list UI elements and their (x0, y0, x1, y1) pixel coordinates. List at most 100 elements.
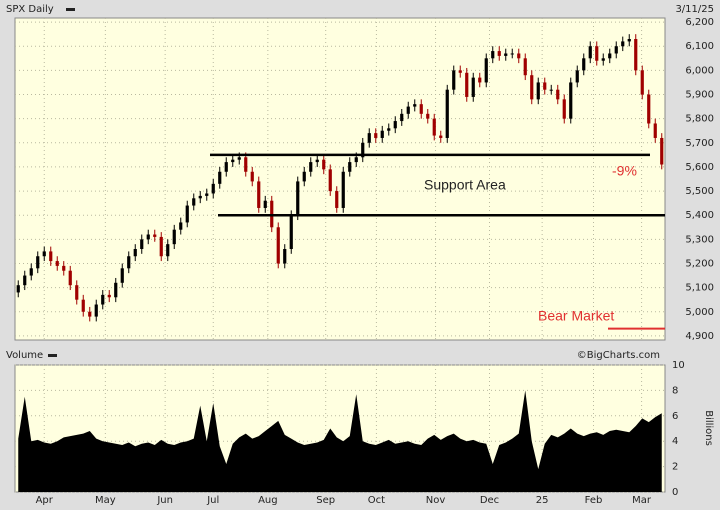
y-tick-label: 5,600 (685, 162, 714, 173)
candle-body (185, 205, 189, 223)
candle-body (283, 249, 287, 264)
candle-body (393, 121, 397, 129)
y-tick-label: 4,900 (685, 331, 714, 342)
y-tick-label: 6,100 (685, 41, 714, 52)
candle-body (608, 53, 612, 59)
candle-body (523, 58, 527, 76)
candle-body (328, 169, 332, 192)
volume-area (18, 390, 662, 492)
candle-body (309, 162, 313, 172)
candle-body (29, 268, 33, 276)
candle-body (406, 106, 410, 114)
candle-body (348, 162, 352, 172)
candle-body (413, 104, 417, 107)
candle-body (653, 123, 657, 138)
volume-axis-label: Billions (703, 410, 714, 446)
candle-body (432, 118, 436, 136)
candle-body (322, 159, 326, 170)
candle-body (289, 215, 293, 249)
candle-body (55, 261, 59, 266)
candle-body (374, 133, 378, 138)
y-tick-label: 5,000 (685, 307, 714, 318)
candle-body (504, 53, 508, 56)
volume-title: Volume (6, 350, 43, 361)
candle-body (640, 70, 644, 95)
y-tick-label: 6,200 (685, 17, 714, 28)
candle-body (582, 58, 586, 71)
candle-body (107, 294, 111, 298)
annotation: Bear Market (538, 308, 614, 324)
x-tick-label: Nov (426, 495, 446, 506)
candle-body (172, 229, 176, 245)
y-tick-label: 2 (672, 462, 678, 473)
candle-body (549, 89, 553, 91)
candle-body (627, 39, 631, 42)
candle-body (634, 39, 638, 71)
candle-body (419, 104, 423, 114)
y-tick-label: 0 (672, 487, 678, 498)
x-tick-label: May (95, 495, 116, 506)
candle-body (517, 53, 521, 59)
candle-body (614, 46, 618, 54)
candle-body (224, 162, 228, 172)
candle-body (530, 75, 534, 100)
candle-body (179, 222, 183, 230)
candle-body (497, 51, 501, 56)
candle-body (484, 58, 488, 83)
candle-body (439, 135, 443, 138)
y-tick-label: 6,000 (685, 65, 714, 76)
candle-body (211, 183, 215, 194)
candle-body (588, 46, 592, 59)
candle-body (94, 304, 98, 317)
price-panel (14, 17, 666, 341)
candle-body (263, 200, 267, 208)
candle-body (367, 133, 371, 143)
y-tick-label: 10 (672, 360, 685, 371)
y-tick-label: 5,500 (685, 186, 714, 197)
candle-body (575, 70, 579, 83)
x-tick-label: Aug (258, 495, 278, 506)
candle-body (237, 157, 241, 160)
x-tick-label: Jun (156, 495, 173, 506)
candle-body (400, 113, 404, 122)
y-tick-label: 5,800 (685, 114, 714, 125)
candle-body (198, 195, 202, 199)
y-tick-label: 5,700 (685, 138, 714, 149)
candle-body (133, 249, 137, 257)
candle-body (231, 159, 235, 163)
candle-body (276, 227, 280, 264)
annotation: Support Area (424, 177, 506, 193)
candle-body (205, 193, 209, 196)
candle-body (335, 191, 339, 208)
candle-body (81, 299, 85, 312)
x-tick-label: Apr (36, 495, 54, 506)
candle-body (361, 142, 365, 158)
candle-body (257, 181, 261, 208)
candle-body (140, 239, 144, 249)
candle-body (601, 58, 605, 61)
credit: ©BigCharts.com (577, 350, 660, 361)
y-tick-label: 5,300 (685, 234, 714, 245)
candle-body (218, 171, 222, 184)
candle-body (23, 275, 27, 286)
candle-body (354, 157, 358, 163)
candle-body (491, 51, 495, 59)
candle-body (166, 244, 170, 257)
y-tick-label: 5,100 (685, 283, 714, 294)
candle-body (88, 311, 92, 317)
x-tick-label: Oct (368, 495, 385, 506)
candle-body (101, 294, 105, 305)
candle-body (543, 82, 547, 90)
x-tick-label: 25 (536, 495, 549, 506)
candle-body (315, 159, 319, 163)
candle-body (302, 171, 306, 182)
candle-body (16, 285, 20, 293)
y-tick-label: 5,400 (685, 210, 714, 221)
candle-body (510, 53, 514, 55)
candle-body (562, 99, 566, 119)
candle-body (114, 282, 118, 298)
x-tick-label: Mar (632, 495, 652, 506)
candle-body (647, 94, 651, 124)
candle-body (120, 268, 124, 283)
